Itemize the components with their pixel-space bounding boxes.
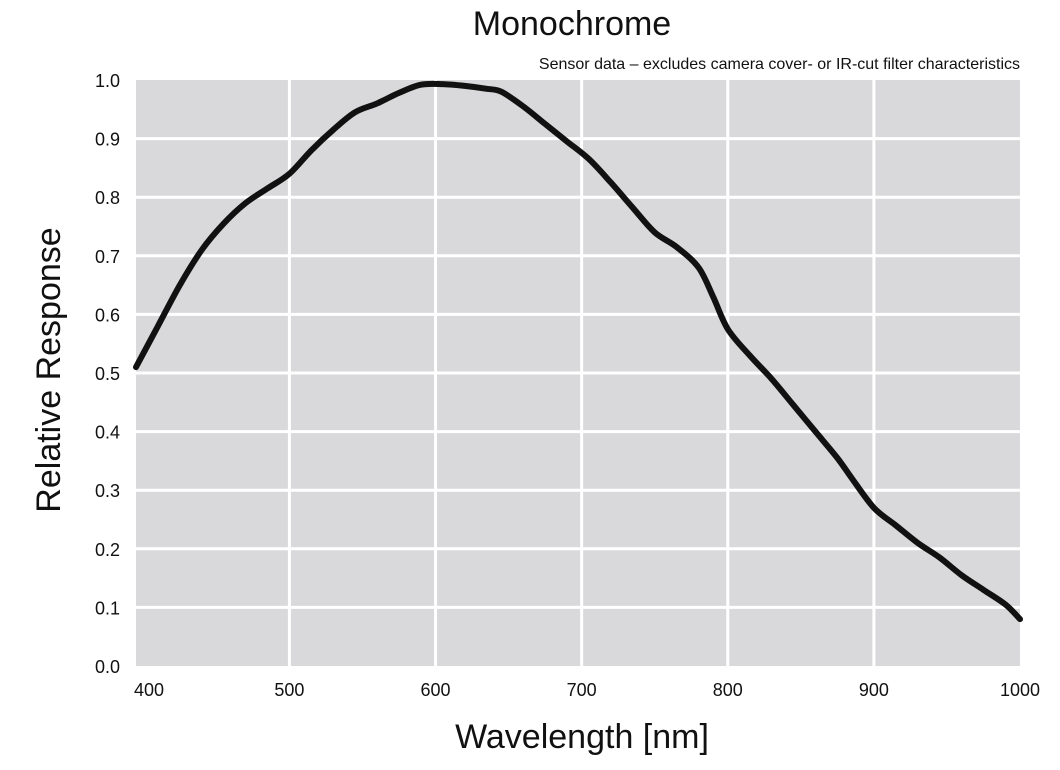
y-tick-label: 1.0 bbox=[95, 71, 120, 91]
y-axis-title: Relative Response bbox=[30, 227, 68, 512]
chart-title: Monochrome bbox=[473, 5, 671, 43]
x-tick-label: 1000 bbox=[1000, 680, 1040, 700]
x-tick-label: 900 bbox=[859, 680, 889, 700]
x-tick-label: 500 bbox=[274, 680, 304, 700]
y-tick-label: 0.9 bbox=[95, 130, 120, 150]
x-tick-label: 600 bbox=[421, 680, 451, 700]
y-tick-label: 0.4 bbox=[95, 423, 120, 443]
plot-area: 400 500 600 700 800 900 1000 0.0 0.1 0.2 0.3 0.4 0.5… bbox=[95, 71, 1040, 700]
y-tick-label: 0.0 bbox=[95, 657, 120, 677]
y-tick-label: 0.7 bbox=[95, 247, 120, 267]
x-tick-label: 800 bbox=[713, 680, 743, 700]
chart-subtitle: Sensor data – excludes camera cover- or … bbox=[539, 56, 1020, 73]
y-tick-label: 0.3 bbox=[95, 481, 120, 501]
response-series-line bbox=[133, 80, 1023, 623]
y-tick-label: 0.2 bbox=[95, 540, 120, 560]
x-axis-title: Wavelength [nm] bbox=[455, 718, 709, 756]
y-tick-label: 0.8 bbox=[95, 188, 120, 208]
x-tick-label: 700 bbox=[567, 680, 597, 700]
x-tick-label: 400 bbox=[134, 680, 164, 700]
y-tick-label: 0.5 bbox=[95, 364, 120, 384]
y-tick-label: 0.6 bbox=[95, 305, 120, 325]
y-tick-label: 0.1 bbox=[95, 598, 120, 618]
